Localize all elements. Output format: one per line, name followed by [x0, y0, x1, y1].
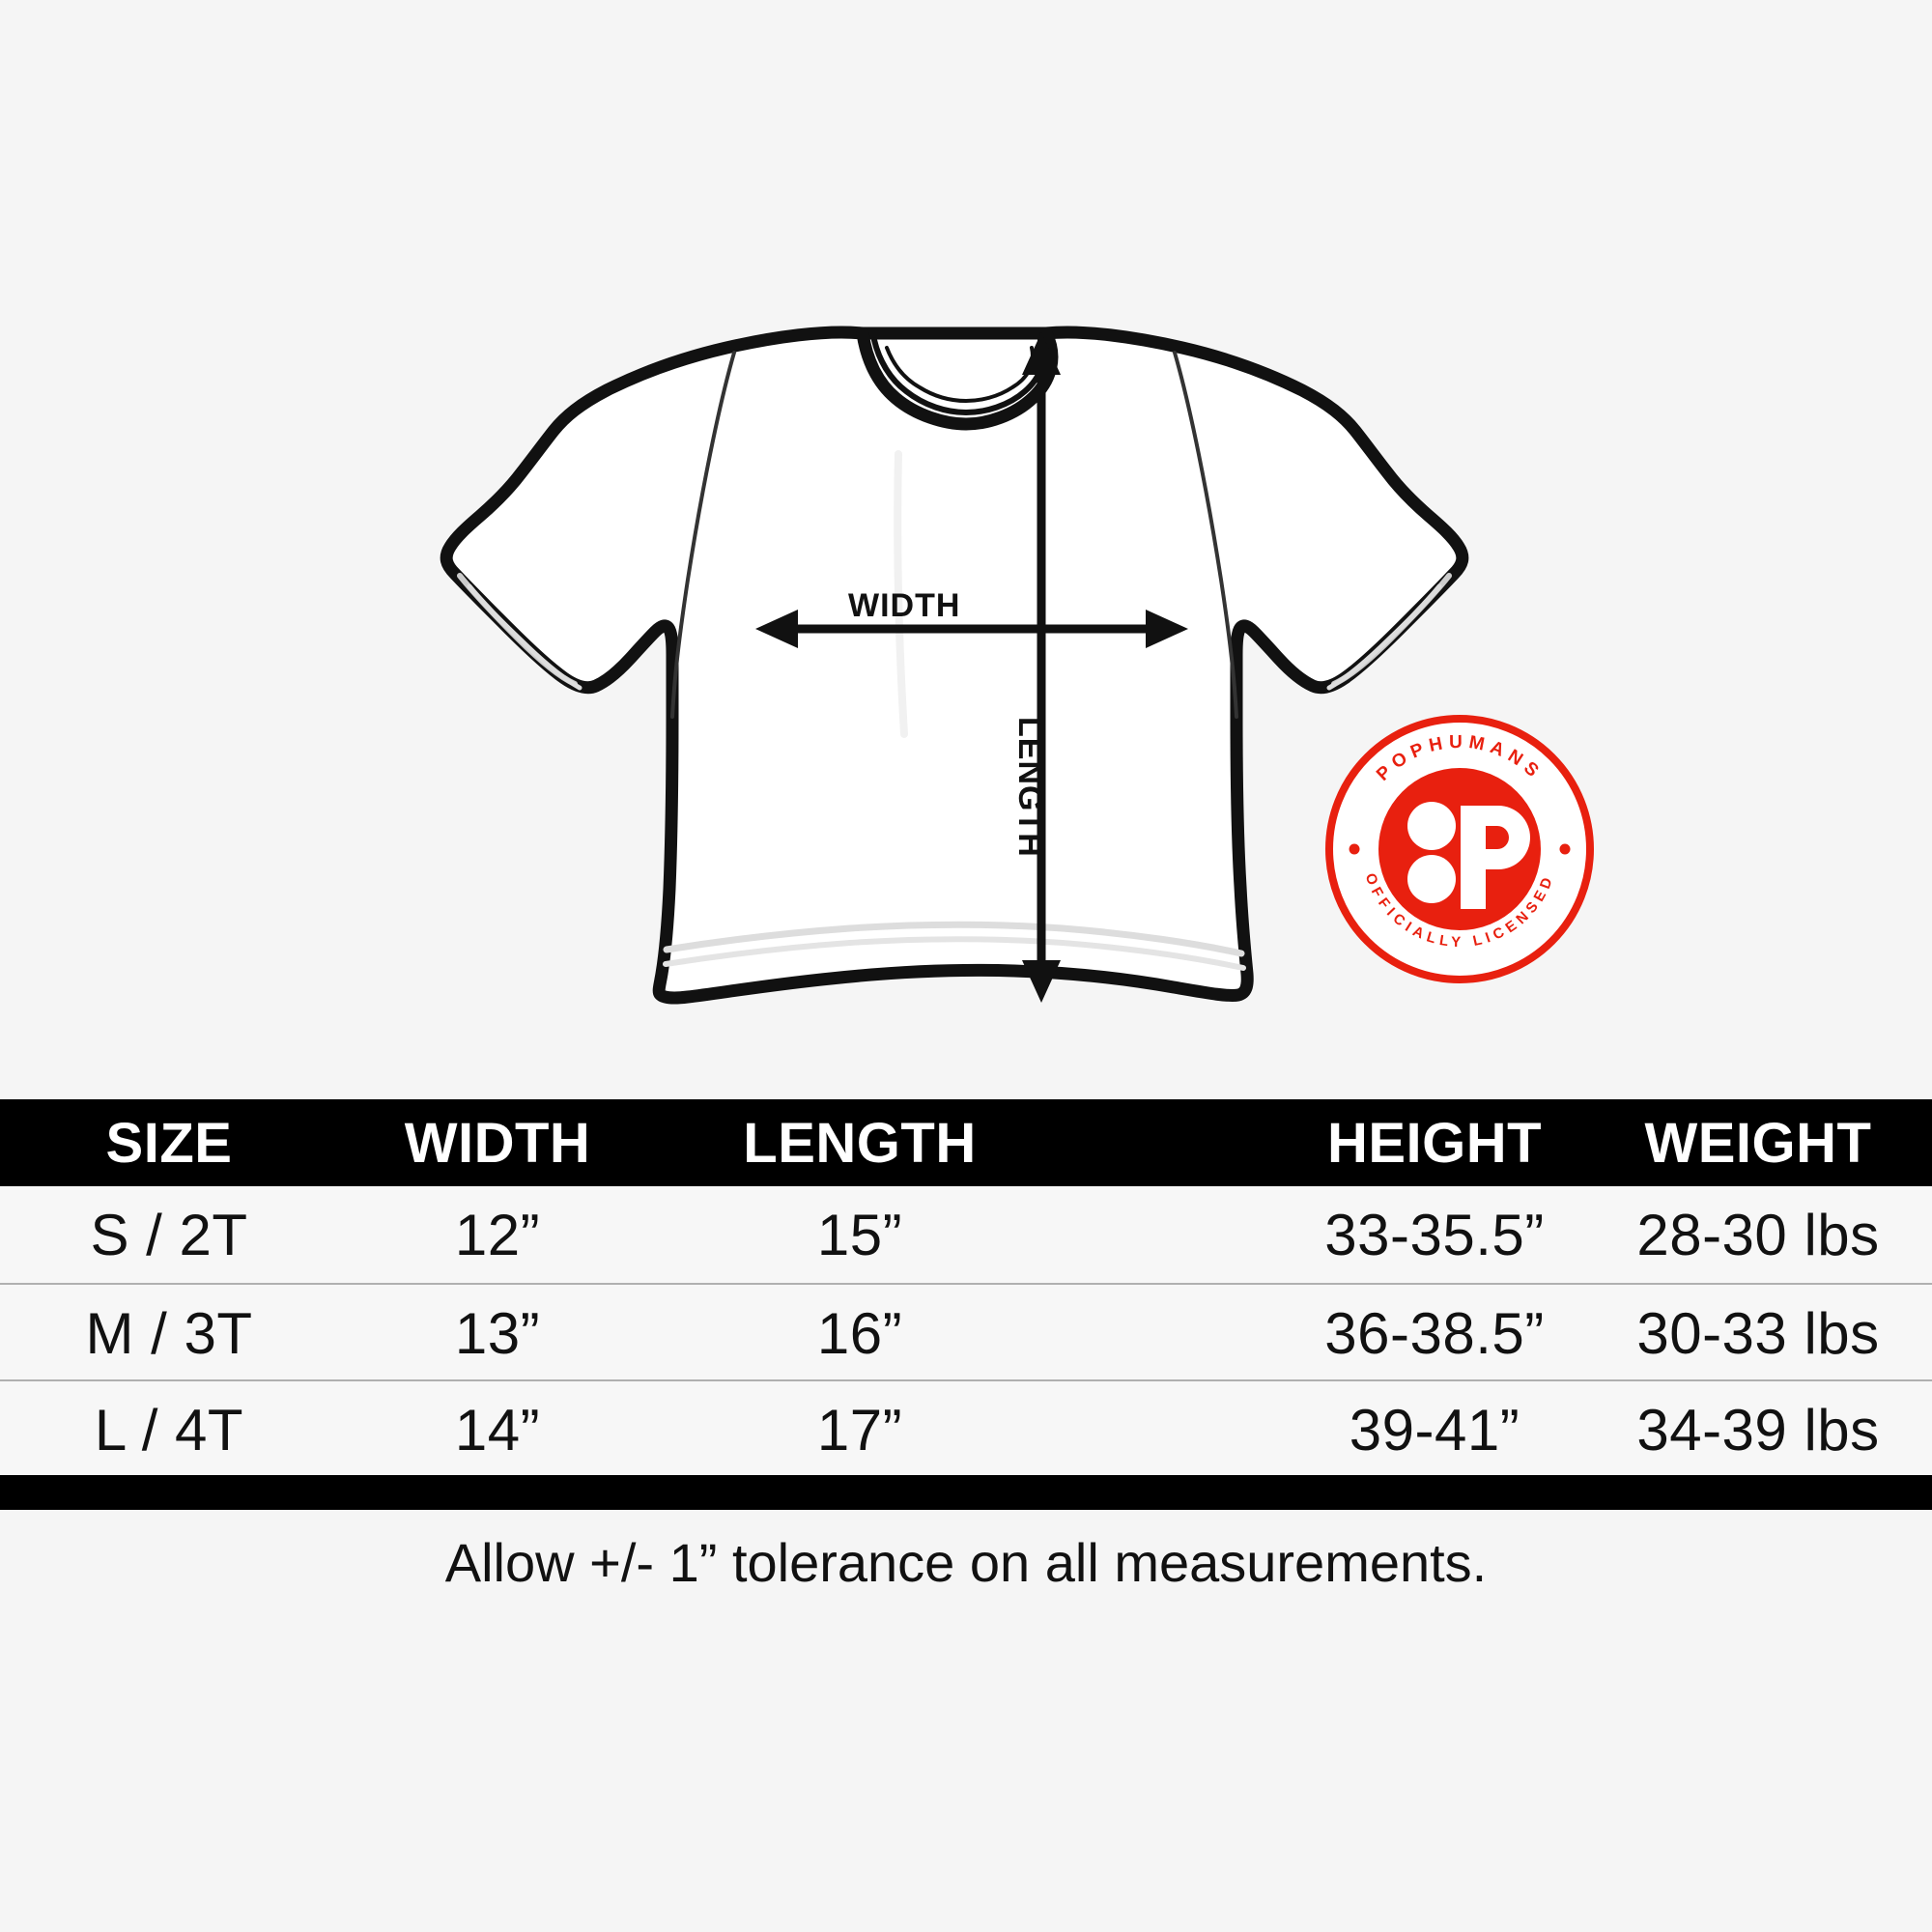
tshirt-bottom-hem-path — [663, 921, 1245, 957]
tshirt-body-fold-path — [894, 450, 908, 738]
table-header-size: SIZE — [105, 1111, 233, 1175]
tshirt-illustration: WIDTH LENGTH — [440, 326, 1469, 1005]
table-header-weight: WEIGHT — [1644, 1111, 1872, 1175]
table-header-row: SIZE WIDTH LENGTH HEIGHT WEIGHT — [0, 1099, 1932, 1186]
table-row: M / 3T 13” 16” 36-38.5” 30-33 lbs — [0, 1285, 1932, 1381]
length-arrow-head-top — [1022, 332, 1061, 375]
row-height: 36-38.5” — [1324, 1300, 1545, 1366]
table-row: L / 4T 14” 17” 39-41” 34-39 lbs — [0, 1381, 1932, 1478]
tshirt-body-path — [440, 326, 1469, 1005]
tshirt-right-sleeve-hem2-path — [1326, 583, 1442, 691]
row-height: 39-41” — [1349, 1397, 1520, 1463]
length-arrow-head-bottom — [1022, 960, 1061, 1003]
width-measure-arrow — [755, 610, 1188, 648]
row-size: S / 2T — [90, 1202, 248, 1267]
table-row-divider — [0, 1379, 1932, 1382]
tshirt-right-shoulder-seam-path — [1173, 351, 1238, 719]
table-header-length: LENGTH — [743, 1111, 977, 1175]
width-arrow-head-right — [1146, 610, 1188, 648]
length-measure-arrow — [1022, 332, 1061, 1003]
width-measure-label: WIDTH — [848, 587, 961, 624]
row-size: L / 4T — [94, 1397, 244, 1463]
tshirt-collar-inner-path — [871, 337, 1046, 415]
table-header-width: WIDTH — [404, 1111, 591, 1175]
row-length: 16” — [816, 1300, 903, 1366]
table-header-height: HEIGHT — [1326, 1111, 1543, 1175]
badge-dot-upper — [1407, 802, 1456, 850]
row-length: 17” — [816, 1397, 903, 1463]
badge-side-dot-right — [1559, 843, 1571, 855]
row-weight: 34-39 lbs — [1636, 1397, 1880, 1463]
row-length: 15” — [816, 1202, 903, 1267]
table-footer-bar — [0, 1475, 1932, 1510]
row-height: 33-35.5” — [1324, 1202, 1545, 1267]
tolerance-note: Allow +/- 1” tolerance on all measuremen… — [444, 1532, 1488, 1593]
row-width: 12” — [454, 1202, 541, 1267]
length-measure-label: LENGTH — [1011, 717, 1048, 858]
row-weight: 30-33 lbs — [1636, 1300, 1880, 1366]
pophumans-badge: POPHUMANS OFFICIALLY LICENSED — [1323, 713, 1596, 985]
table-row: S / 2T 12” 15” 33-35.5” 28-30 lbs — [0, 1186, 1932, 1283]
width-arrow-head-left — [755, 610, 798, 648]
tshirt-left-sleeve-hem2-path — [467, 583, 582, 691]
row-weight: 28-30 lbs — [1636, 1202, 1880, 1267]
row-size: M / 3T — [85, 1300, 253, 1366]
badge-side-dot-left — [1349, 843, 1360, 855]
badge-monogram-p — [1461, 806, 1530, 909]
tshirt-outline-group — [440, 326, 1469, 1005]
tshirt-collar-stitch-path — [885, 346, 1035, 403]
table-row-divider — [0, 1283, 1932, 1286]
row-width: 14” — [454, 1397, 541, 1463]
tshirt-left-shoulder-seam-path — [670, 351, 736, 719]
row-width: 13” — [454, 1300, 541, 1366]
badge-dot-lower — [1407, 855, 1456, 903]
tshirt-bottom-hem2-path — [663, 936, 1246, 971]
